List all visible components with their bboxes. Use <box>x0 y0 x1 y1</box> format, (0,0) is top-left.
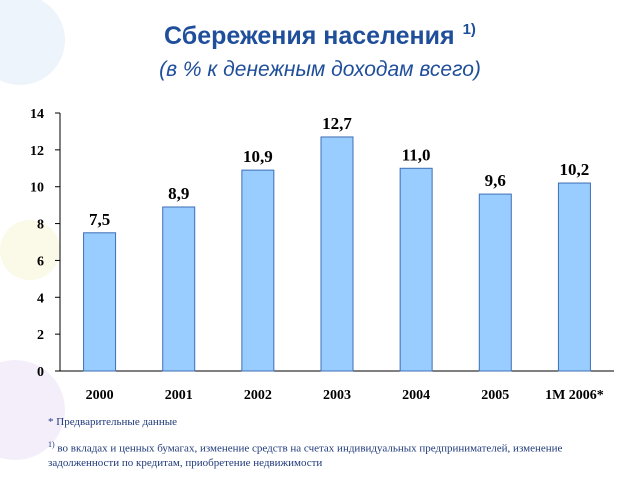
value-label: 9,6 <box>485 171 506 190</box>
value-label: 10,9 <box>243 147 273 166</box>
y-tick-label: 8 <box>37 218 44 233</box>
footnote-mark: 1) <box>48 440 55 449</box>
title-text: Сбережения населения <box>164 22 455 50</box>
footnote-text: во вкладах и ценных бумагах, изменение с… <box>48 442 563 469</box>
bar <box>399 167 433 372</box>
y-tick-label: 14 <box>30 107 44 122</box>
value-label: 7,5 <box>89 210 110 229</box>
x-tick-label: 2005 <box>481 388 509 403</box>
decor-balloon <box>0 360 65 460</box>
x-tick-label: 2003 <box>323 388 351 403</box>
y-tick-label: 2 <box>37 328 44 343</box>
x-tick-label: 2004 <box>402 388 430 403</box>
value-label: 12,7 <box>322 114 352 133</box>
footnote: 1) во вкладах и ценных бумагах, изменени… <box>48 438 608 470</box>
value-label: 10,2 <box>560 160 590 179</box>
x-tick-label: 1М 2006* <box>545 388 604 403</box>
y-tick-label: 4 <box>37 291 44 306</box>
footnote-preliminary: * Предварительные данные <box>48 416 177 428</box>
value-label: 11,0 <box>402 145 431 164</box>
x-tick-label: 2001 <box>165 388 193 403</box>
value-label: 8,9 <box>168 184 189 203</box>
title-note: 1) <box>463 21 476 38</box>
bar <box>557 182 591 372</box>
bar <box>478 193 512 372</box>
decor-balloon <box>0 0 65 85</box>
chart-subtitle: (в % к денежным доходам всего) <box>159 58 481 81</box>
bar <box>162 206 196 372</box>
y-tick-label: 0 <box>37 365 44 380</box>
chart-title: Сбережения населения 1) <box>164 21 476 50</box>
bar <box>320 136 354 372</box>
bar <box>241 169 275 372</box>
y-tick-label: 6 <box>37 254 44 269</box>
decor-balloon <box>0 220 60 280</box>
bar <box>83 232 117 372</box>
x-tick-label: 2002 <box>244 388 272 403</box>
y-tick-label: 10 <box>30 181 44 196</box>
x-tick-label: 2000 <box>86 388 114 403</box>
y-tick-label: 12 <box>30 144 44 159</box>
